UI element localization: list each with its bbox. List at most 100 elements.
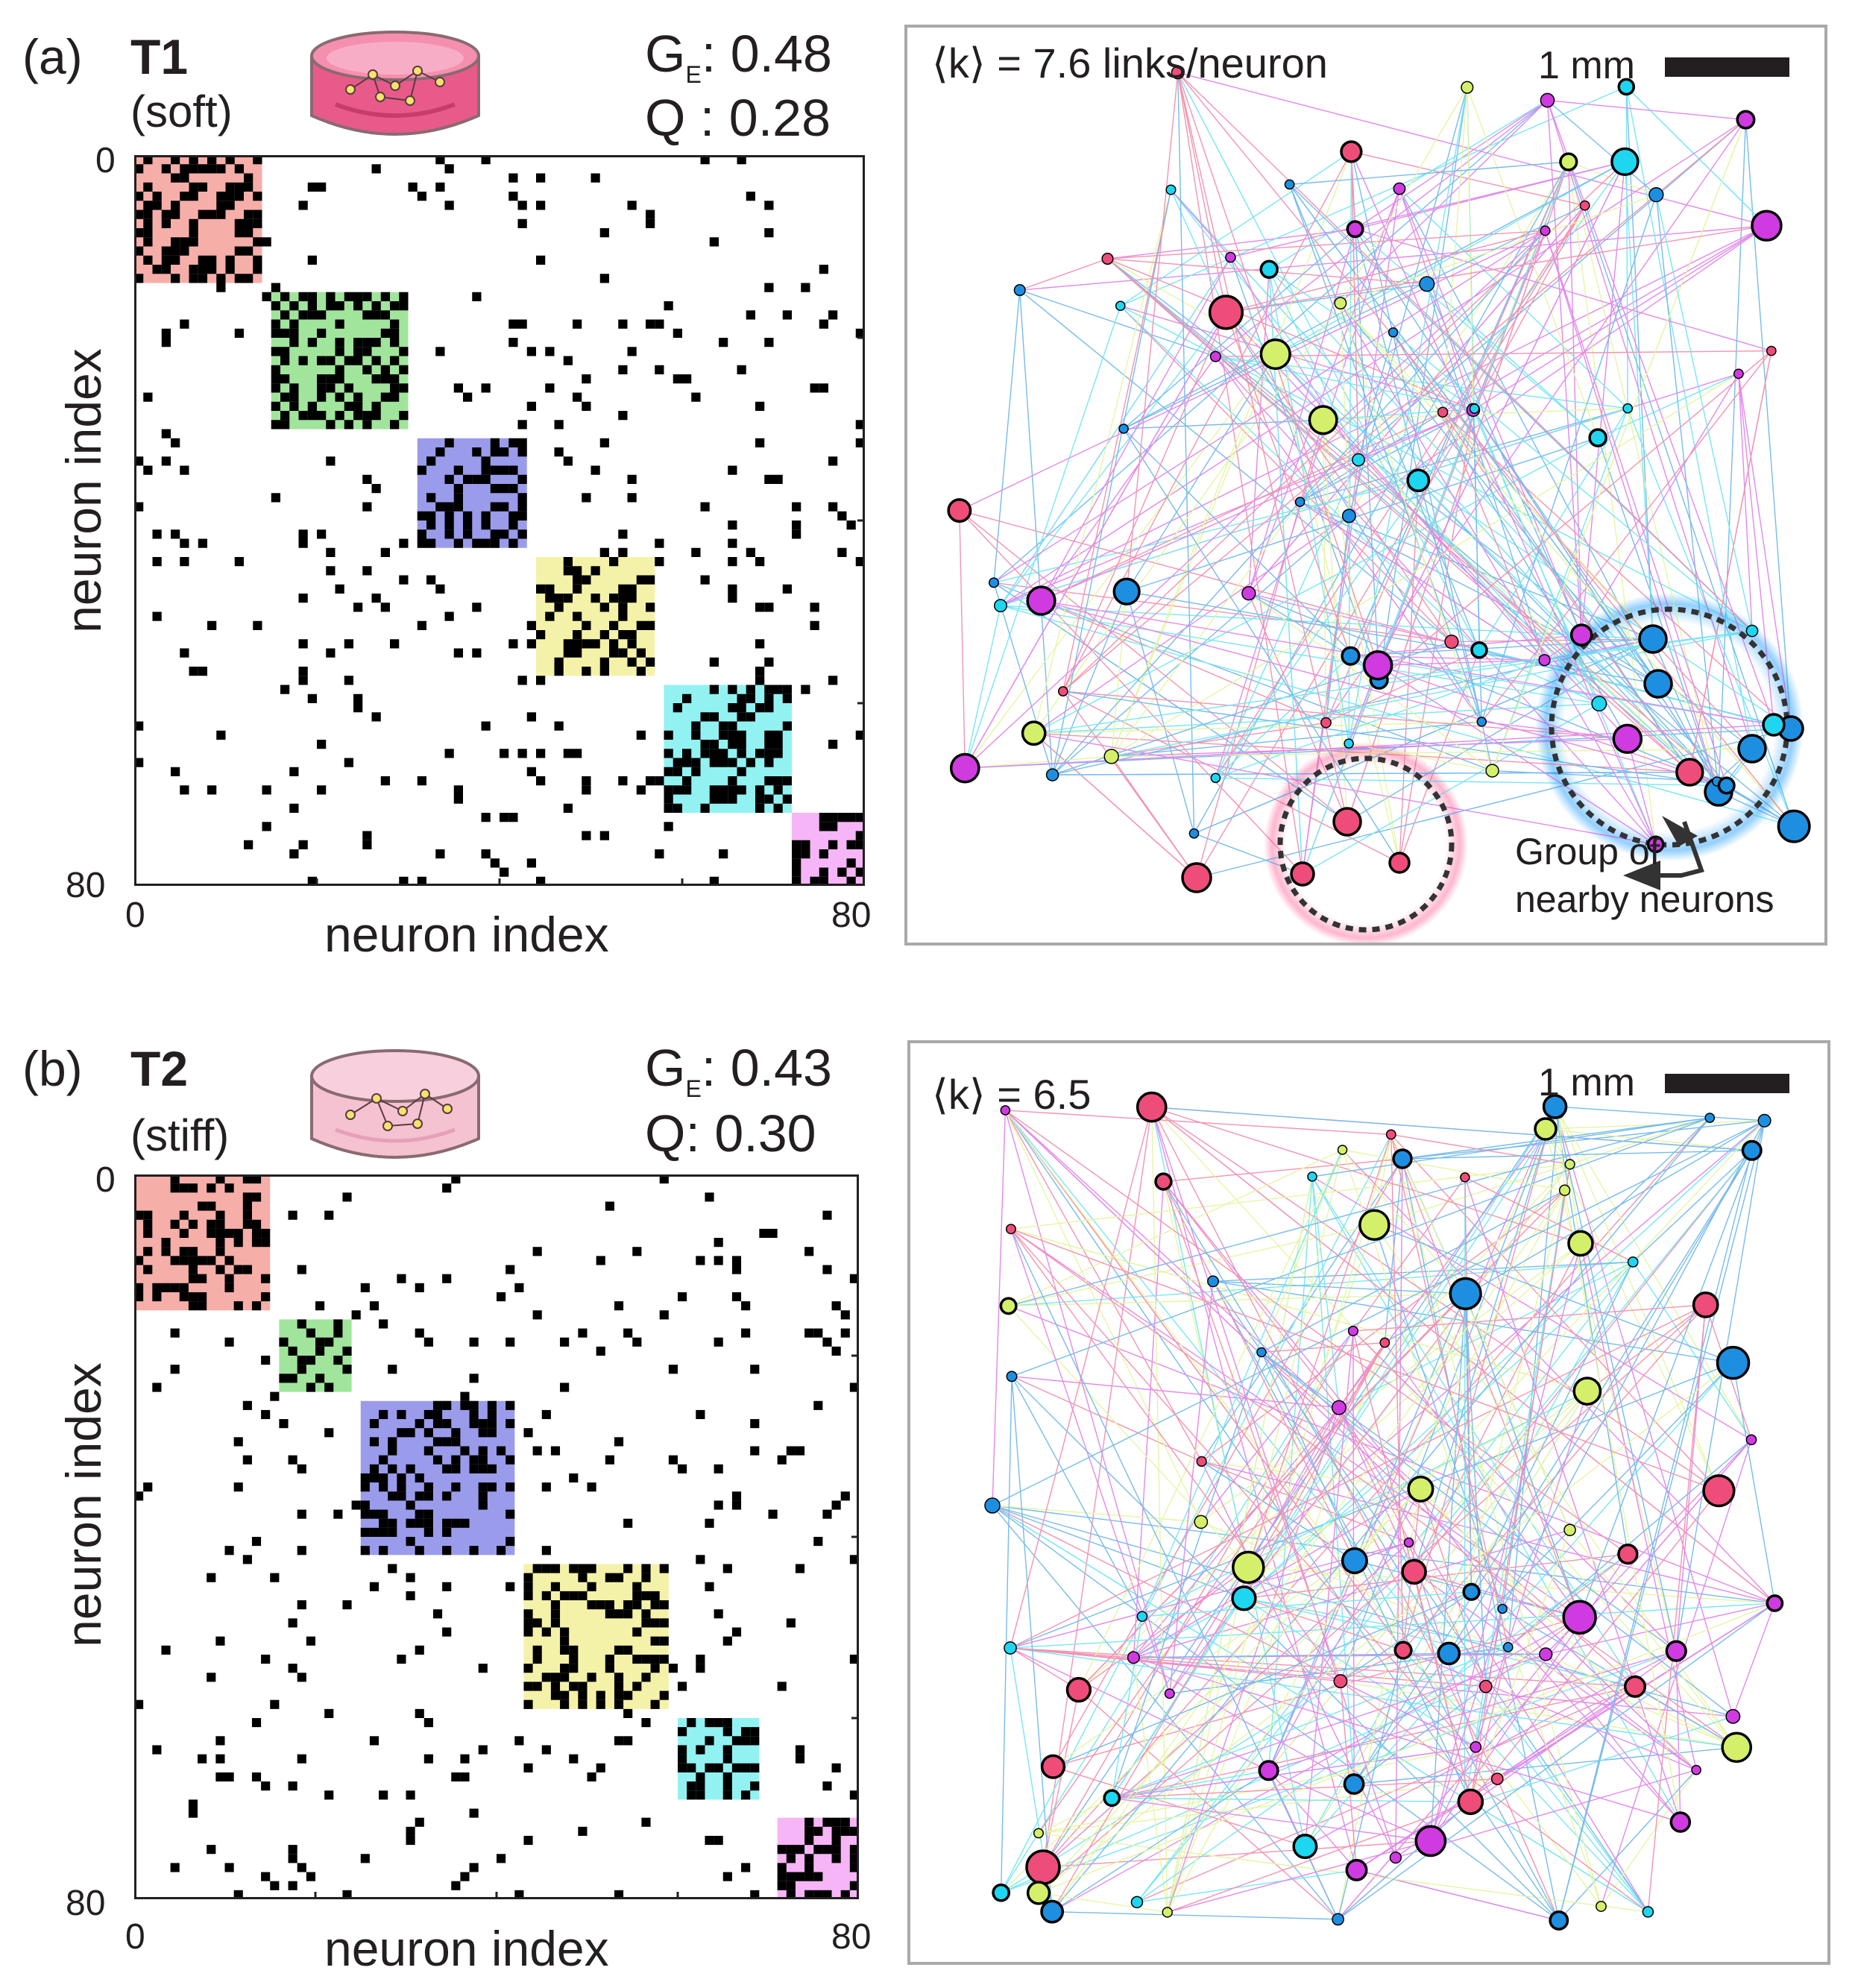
- network-edge: [1288, 184, 1480, 651]
- network-edge: [1546, 100, 1582, 635]
- panel-a-ge-metric: GE: 0.48: [645, 24, 832, 89]
- matrix-link-cell: [804, 1890, 814, 1899]
- matrix-link-cell: [180, 319, 189, 329]
- network-edge: [1008, 1117, 1710, 1306]
- matrix-link-cell: [609, 594, 619, 603]
- network-edge: [1038, 1120, 1766, 1893]
- matrix-link-cell: [360, 1473, 370, 1483]
- matrix-link-cell: [804, 1328, 814, 1338]
- matrix-link-cell: [317, 356, 327, 365]
- matrix-link-cell: [134, 210, 144, 219]
- matrix-link-cell: [342, 1346, 352, 1356]
- matrix-link-cell: [442, 1582, 452, 1591]
- network-edge: [1399, 649, 1480, 864]
- matrix-link-cell: [609, 648, 619, 658]
- matrix-link-cell: [261, 1872, 271, 1881]
- matrix-link-cell: [198, 210, 207, 219]
- matrix-link-cell: [244, 182, 253, 192]
- network-edge: [1261, 1189, 1565, 1353]
- matrix-link-cell: [143, 210, 153, 219]
- network-edge: [964, 306, 1121, 769]
- matrix-link-cell: [705, 1736, 714, 1746]
- matrix-link-cell: [614, 1301, 624, 1311]
- network-edge: [1275, 353, 1546, 661]
- neuron-node: [1154, 1172, 1173, 1191]
- neuron-node: [1437, 406, 1449, 418]
- matrix-link-cell: [442, 1419, 452, 1429]
- network-edge: [1042, 1840, 1431, 1868]
- matrix-link-cell: [298, 201, 308, 210]
- matrix-link-cell: [472, 648, 482, 658]
- matrix-link-cell: [289, 401, 299, 411]
- matrix-link-cell: [627, 639, 637, 649]
- network-edge: [1162, 1181, 1546, 1655]
- network-edge: [1151, 1107, 1498, 1779]
- matrix-link-cell: [207, 1201, 216, 1211]
- matrix-link-cell: [134, 246, 144, 256]
- matrix-link-cell: [590, 594, 600, 603]
- neuron-node: [1648, 187, 1664, 203]
- network-edge: [1655, 194, 1753, 632]
- network-edge: [1340, 303, 1795, 827]
- neuron-node: [1388, 852, 1411, 874]
- matrix-link-cell: [664, 794, 673, 804]
- network-edge: [1112, 1797, 1471, 1803]
- matrix-link-cell: [655, 776, 664, 786]
- matrix-link-cell: [682, 749, 692, 758]
- matrix-link-cell: [705, 1835, 714, 1846]
- matrix-link-cell: [623, 1328, 633, 1338]
- matrix-link-cell: [563, 557, 573, 567]
- matrix-link-cell: [161, 265, 171, 274]
- matrix-link-cell: [324, 1428, 334, 1438]
- network-edge: [1475, 1617, 1581, 1748]
- matrix-link-cell: [216, 274, 226, 283]
- matrix-link-cell: [297, 1356, 306, 1365]
- matrix-link-cell: [523, 1609, 533, 1619]
- matrix-link-cell: [687, 1763, 696, 1772]
- matrix-link-cell: [481, 465, 491, 475]
- matrix-link-cell: [369, 1473, 379, 1483]
- matrix-link-cell: [582, 831, 591, 840]
- network-edge: [993, 289, 1021, 583]
- network-edge: [1558, 1150, 1753, 1921]
- matrix-link-cell: [541, 1564, 551, 1573]
- matrix-link-cell: [855, 438, 865, 447]
- matrix-link-cell: [423, 1509, 433, 1519]
- matrix-link-cell: [627, 657, 637, 667]
- matrix-link-cell: [342, 1600, 352, 1610]
- matrix-link-cell: [590, 465, 600, 475]
- matrix-link-cell: [152, 529, 162, 539]
- matrix-link-cell: [161, 338, 171, 347]
- matrix-link-cell: [840, 1328, 850, 1338]
- network-edge: [1340, 303, 1493, 771]
- matrix-link-cell: [333, 1319, 343, 1329]
- matrix-link-cell: [731, 1256, 742, 1265]
- matrix-link-cell: [225, 192, 235, 201]
- matrix-link-cell: [442, 1491, 452, 1501]
- matrix-link-cell: [324, 1708, 334, 1718]
- network-edge: [1247, 1407, 1340, 1568]
- matrix-link-cell: [682, 374, 692, 384]
- matrix-link-cell: [481, 520, 491, 530]
- matrix-link-cell: [307, 693, 317, 703]
- matrix-link-cell: [573, 639, 582, 649]
- network-edge: [1625, 86, 1753, 749]
- matrix-link-cell: [650, 1636, 660, 1646]
- network-edge: [1391, 1134, 1571, 1531]
- network-edge: [1300, 501, 1545, 661]
- matrix-link-cell: [399, 876, 409, 886]
- matrix-link-cell: [563, 356, 573, 365]
- matrix-link-cell: [741, 1763, 751, 1772]
- network-edge: [1268, 268, 1659, 685]
- matrix-link-cell: [664, 767, 673, 776]
- neuron-node: [1358, 1209, 1391, 1241]
- neuron-node: [1461, 81, 1474, 94]
- matrix-link-cell: [251, 1174, 262, 1184]
- matrix-link-cell: [289, 383, 299, 393]
- matrix-link-cell: [188, 1219, 198, 1229]
- matrix-link-cell: [261, 1238, 271, 1248]
- matrix-link-cell: [225, 155, 235, 165]
- matrix-link-cell: [423, 1518, 433, 1528]
- matrix-link-cell: [143, 1228, 153, 1239]
- matrix-link-cell: [406, 1826, 415, 1836]
